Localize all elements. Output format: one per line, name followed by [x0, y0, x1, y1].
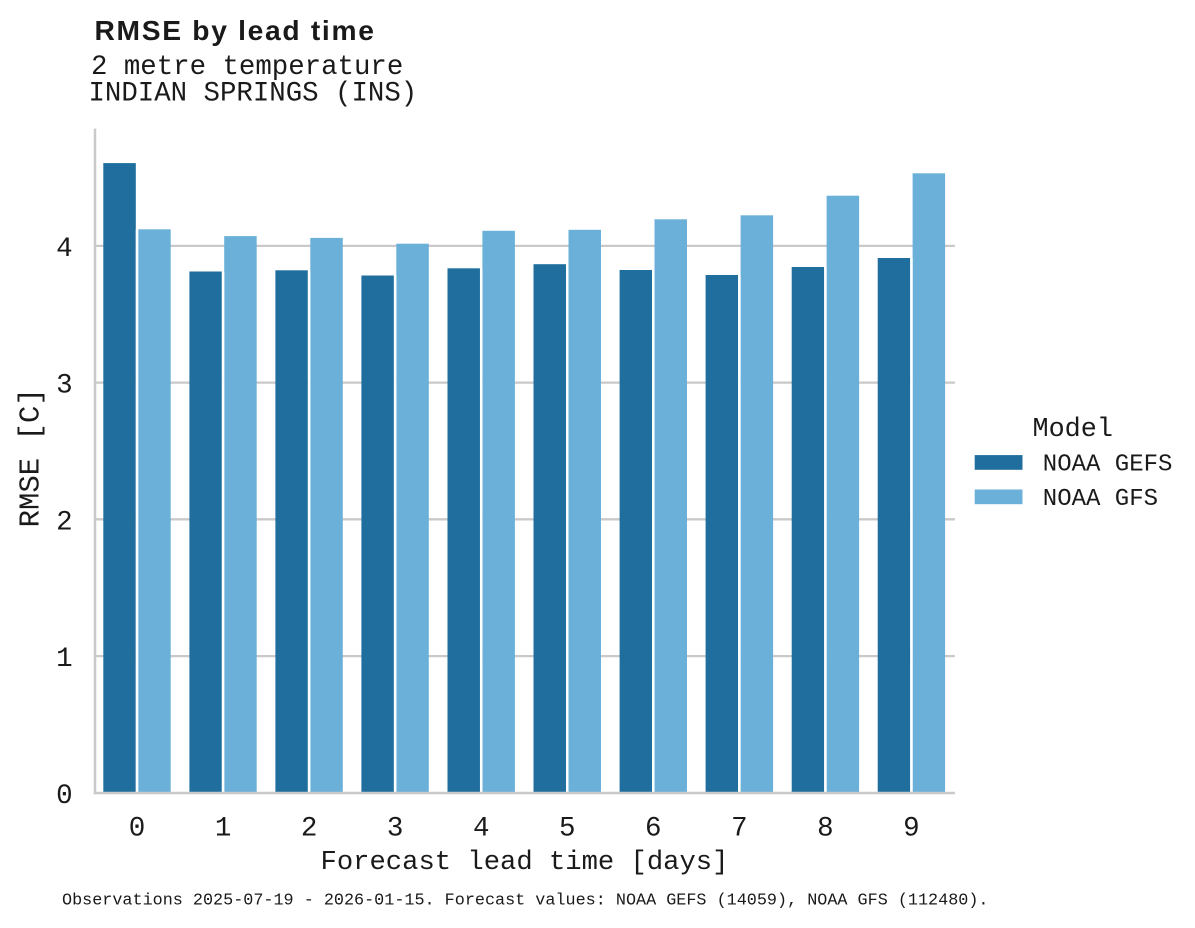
- svg-text:2: 2: [56, 507, 73, 538]
- svg-text:0: 0: [129, 813, 146, 844]
- svg-text:1: 1: [56, 644, 73, 675]
- svg-text:Observations 2025-07-19 - 2026: Observations 2025-07-19 - 2026-01-15. Fo…: [62, 892, 988, 911]
- svg-text:Model: Model: [1033, 415, 1113, 445]
- svg-text:INDIAN SPRINGS (INS): INDIAN SPRINGS (INS): [89, 79, 418, 110]
- svg-text:9: 9: [903, 813, 920, 844]
- svg-text:3: 3: [387, 813, 404, 844]
- svg-text:NOAA GEFS: NOAA GEFS: [1043, 452, 1173, 479]
- svg-text:0: 0: [56, 781, 73, 812]
- svg-text:NOAA GFS: NOAA GFS: [1043, 486, 1158, 513]
- svg-text:5: 5: [559, 813, 576, 844]
- svg-text:RMSE by lead time: RMSE by lead time: [95, 14, 376, 46]
- svg-text:Forecast lead time [days]: Forecast lead time [days]: [321, 847, 729, 878]
- svg-text:4: 4: [473, 813, 490, 844]
- svg-text:1: 1: [215, 813, 232, 844]
- svg-text:2: 2: [301, 813, 318, 844]
- svg-text:8: 8: [817, 813, 834, 844]
- svg-text:7: 7: [731, 813, 748, 844]
- svg-text:6: 6: [645, 813, 662, 844]
- svg-text:4: 4: [56, 234, 73, 265]
- svg-text:RMSE [C]: RMSE [C]: [14, 388, 47, 527]
- svg-text:2 metre temperature: 2 metre temperature: [91, 52, 403, 83]
- svg-text:3: 3: [56, 371, 73, 402]
